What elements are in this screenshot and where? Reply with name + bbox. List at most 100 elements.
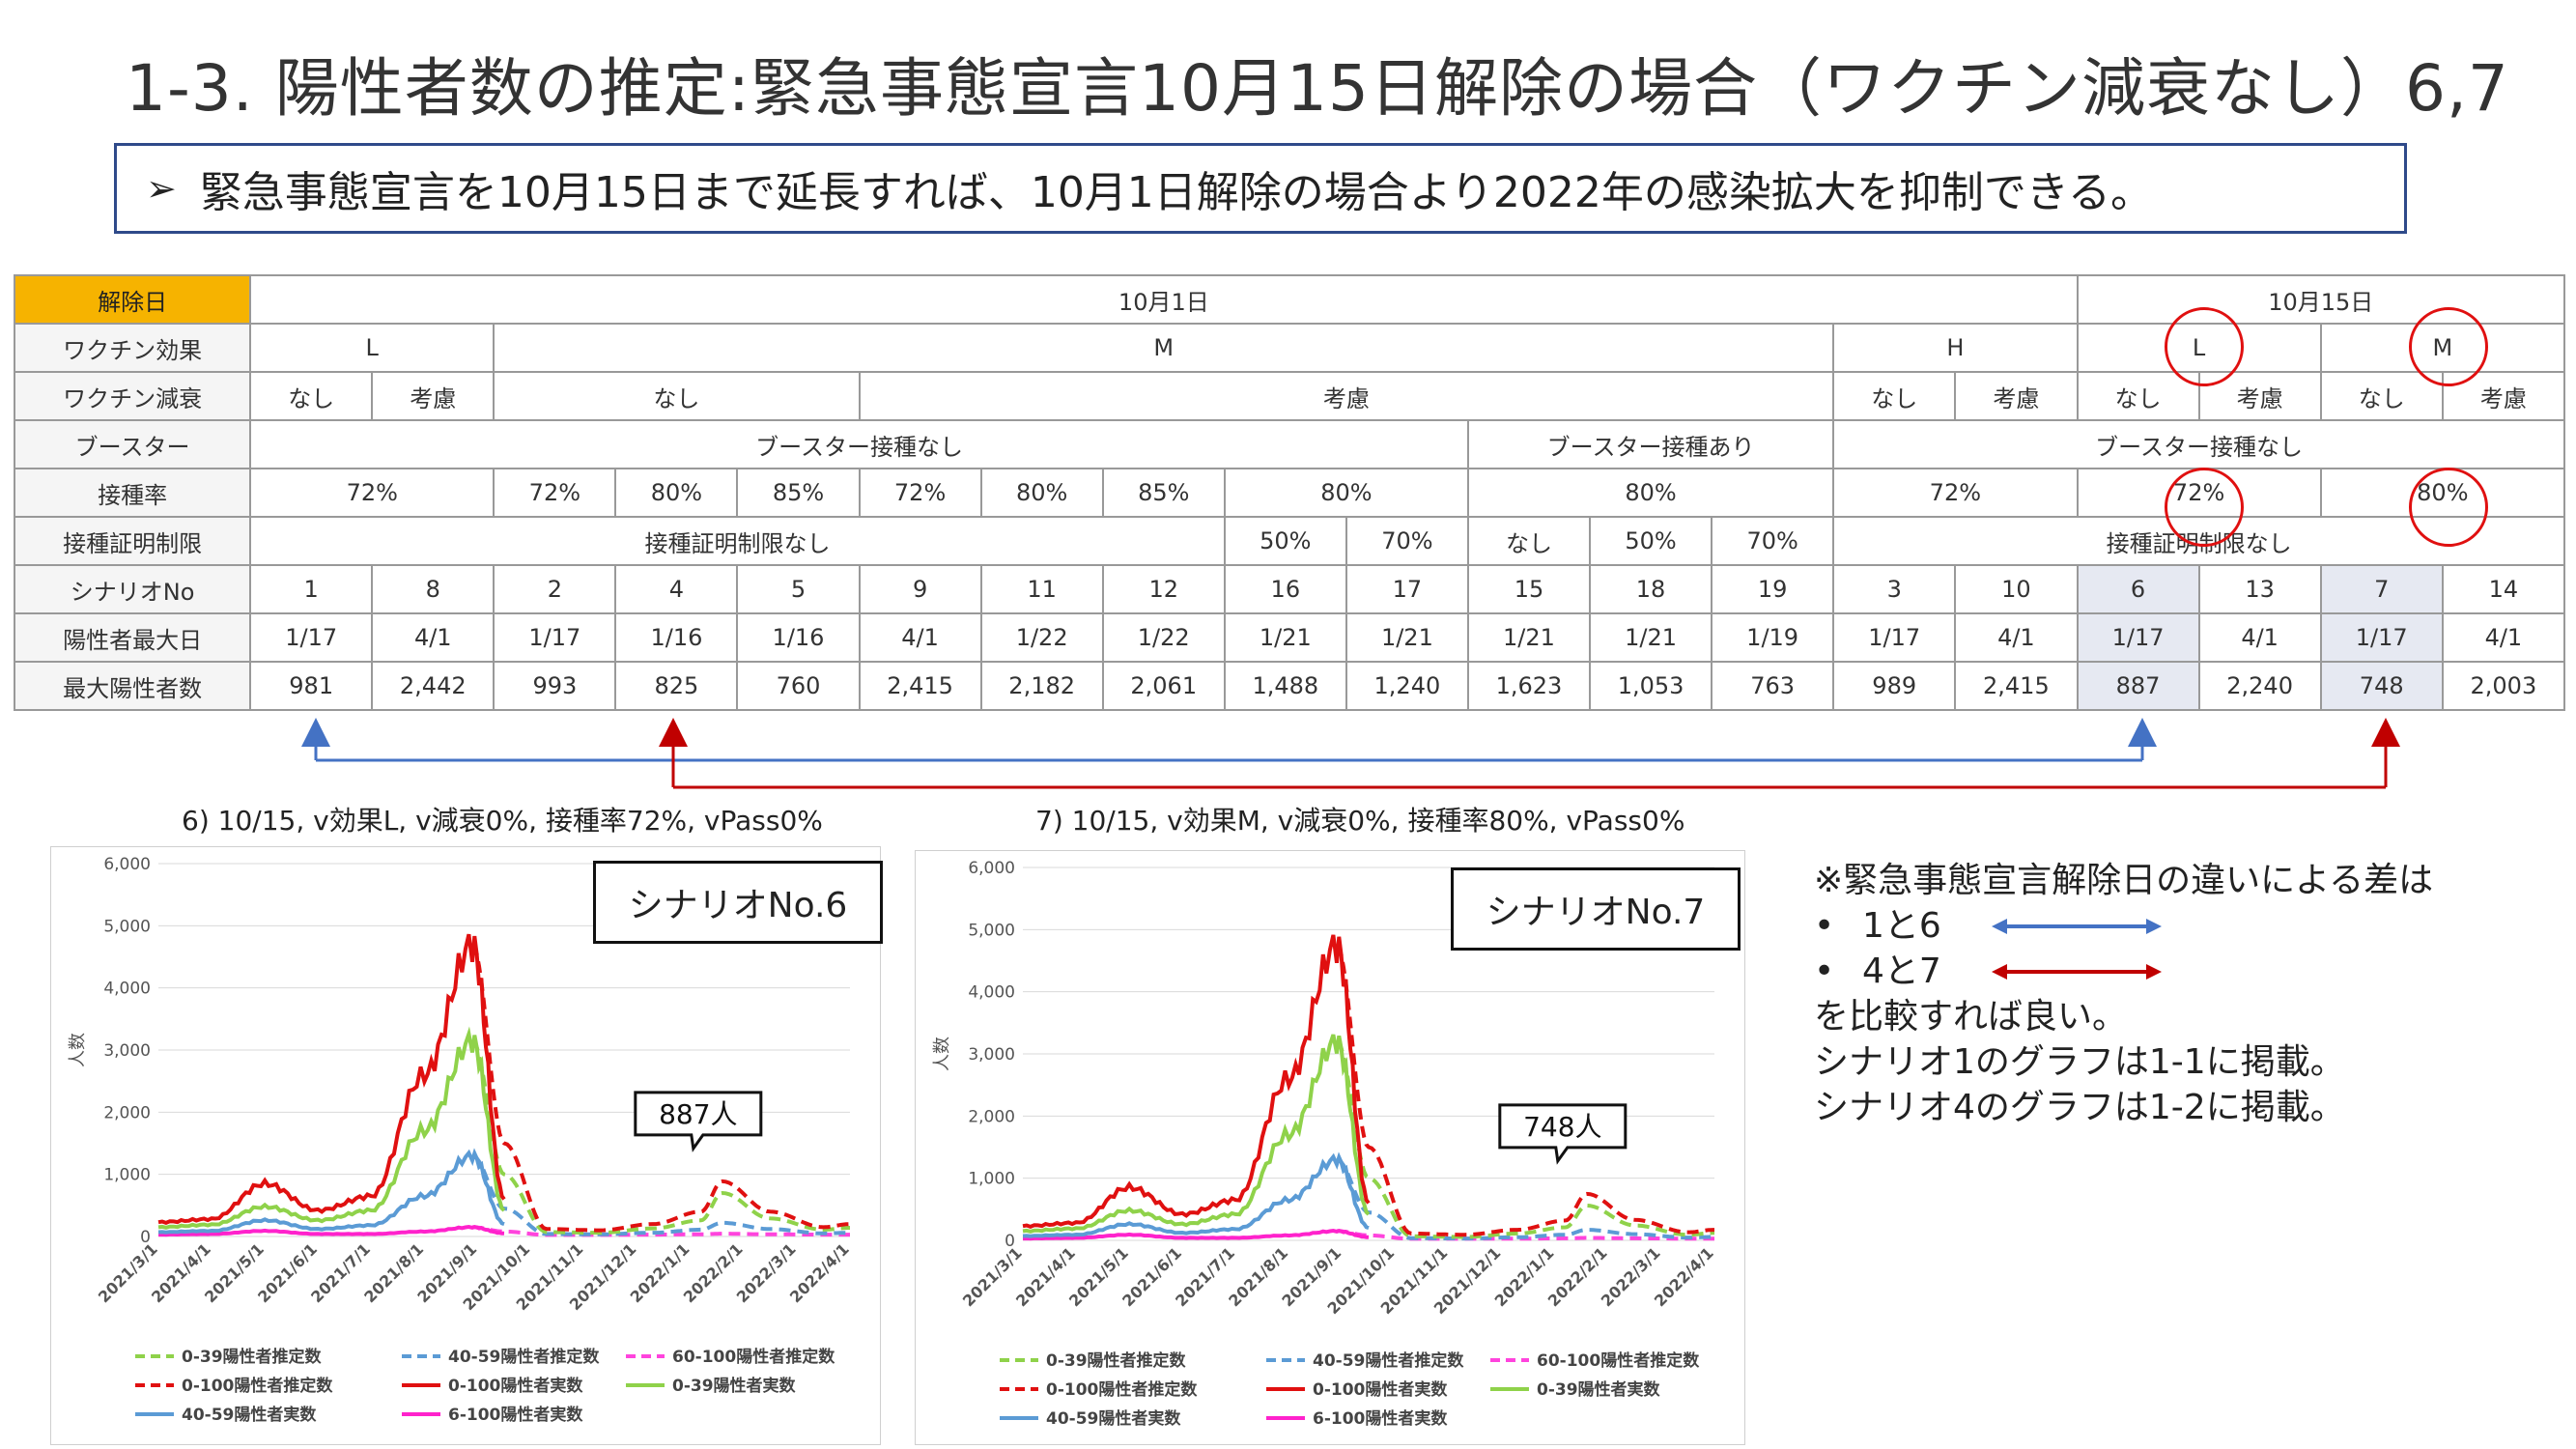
peak-cell: 763 (1711, 661, 1835, 711)
cell-waning: なし (2319, 371, 2444, 421)
y-tick-label: 4,000 (968, 983, 1015, 1003)
key-message-box: ➢ 緊急事態宣言を10月15日まで延長すれば、10月1日解除の場合より2022年… (114, 143, 2407, 234)
key-message: 緊急事態宣言を10月15日まで延長すれば、10月1日解除の場合より2022年の感… (199, 168, 2154, 217)
highlight-circle (2165, 307, 2244, 386)
legend-label: 6-100陽性者実数 (1313, 1408, 1448, 1429)
cell-passport: 接種証明制限なし (249, 516, 1226, 566)
comparison-note: ※緊急事態宣言解除日の違いによる差は • 1と6 • 4と7 を比較すれば良い。… (1814, 858, 2433, 1130)
y-axis-label: 人数 (932, 1037, 952, 1071)
peak-cell: 748 (2319, 661, 2444, 711)
peak-cell: 989 (1832, 661, 1957, 711)
y-tick-label: 1,000 (968, 1170, 1015, 1189)
cell-waning: なし (493, 371, 861, 421)
cell-release-oct1: 10月1日 (249, 274, 2079, 325)
peak-cell: 981 (249, 661, 374, 711)
legend-label: 6-100陽性者実数 (448, 1405, 583, 1425)
callout-box (634, 1091, 763, 1152)
chart-caption: 6) 10/15, v効果L, v減衰0%, 接種率72%, vPass0% (182, 805, 823, 837)
scenario-cell: 5 (736, 564, 861, 614)
legend-label: 40-59陽性者推定数 (448, 1347, 600, 1367)
series-actual-0-39 (157, 1026, 506, 1230)
chart-scenario-6: 6,0005,0004,0003,0002,0001,0000人数2021/3/… (68, 855, 853, 1425)
scenario-cell: 2 (493, 564, 617, 614)
series-est-60-100 (472, 1225, 850, 1237)
header-scenario: シナリオNo (13, 564, 252, 614)
cell-rate: 72% (858, 468, 982, 518)
series-est-40-59 (1336, 1157, 1714, 1241)
legend-label: 0-39陽性者実数 (1537, 1379, 1661, 1400)
peak_day-cell: 1/17 (2319, 612, 2444, 663)
y-tick-label: 0 (1005, 1232, 1015, 1251)
page-title: 1-3. 陽性者数の推定:緊急事態宣言10月15日解除の場合（ワクチン減衰なし）… (126, 51, 2509, 126)
cell-booster: ブースター接種なし (249, 419, 1469, 469)
scenario-cell: 8 (371, 564, 495, 614)
peak-cell: 2,442 (371, 661, 495, 711)
cell-passport: 50% (1589, 516, 1713, 566)
note-line: シナリオ4のグラフは1-2に掲載。 (1814, 1088, 2345, 1127)
header-rate: 接種率 (13, 468, 252, 518)
cell-efficacy: H (1832, 323, 2079, 373)
red-double-arrow-icon (1992, 963, 2162, 980)
cell-rate: 80% (1466, 468, 1835, 518)
cell-waning: なし (249, 371, 374, 421)
peak-cell: 1,488 (1223, 661, 1347, 711)
peak_day-cell: 4/1 (2197, 612, 2322, 663)
legend-label: 0-100陽性者実数 (1313, 1379, 1448, 1400)
scenario-cell: 6 (2076, 564, 2200, 614)
peak_day-cell: 1/16 (614, 612, 739, 663)
scenario-label-box: シナリオNo.6 (593, 861, 883, 944)
peak_day-cell: 1/19 (1711, 612, 1835, 663)
legend-label: 0-39陽性者推定数 (1046, 1350, 1187, 1371)
scenario-cell: 10 (1954, 564, 2079, 614)
y-tick-label: 3,000 (103, 1041, 151, 1061)
scenario-cell: 3 (1832, 564, 1957, 614)
peak_day-cell: 4/1 (371, 612, 495, 663)
note-item-label: 4と7 (1862, 952, 1941, 991)
peak_day-cell: 1/17 (1832, 612, 1957, 663)
blue-double-arrow-icon (1992, 918, 2162, 934)
scenario-cell: 16 (1223, 564, 1347, 614)
y-tick-label: 2,000 (968, 1107, 1015, 1126)
row-release: 解除日 10月1日 10月15日 (13, 274, 2566, 325)
row-waning: ワクチン減衰 なし 考慮 なし 考慮 なし 考慮 なし 考慮 なし 考慮 (13, 371, 2566, 421)
cell-efficacy: L (249, 323, 495, 373)
arrow-bullet-icon: ➢ (146, 167, 177, 210)
scenario-cell: 4 (614, 564, 739, 614)
row-peak-day: 陽性者最大日 1/17 4/1 1/17 1/16 1/16 4/1 1/22 1/22 1/2… (13, 612, 2566, 663)
peak_day-cell: 1/22 (1101, 612, 1226, 663)
peak_day-cell: 1/21 (1589, 612, 1713, 663)
cell-booster: ブースター接種なし (1832, 419, 2565, 469)
cell-waning: なし (2076, 371, 2200, 421)
y-tick-label: 5,000 (103, 917, 151, 936)
peak_day-cell: 1/21 (1345, 612, 1469, 663)
peak_day-cell: 4/1 (858, 612, 982, 663)
cell-waning: 考慮 (371, 371, 495, 421)
peak-cell: 2,003 (2441, 661, 2566, 711)
note-line: ※緊急事態宣言解除日の違いによる差は (1814, 861, 2434, 900)
peak-cell: 1,053 (1589, 661, 1713, 711)
highlight-circle (2409, 468, 2488, 547)
cell-passport: 50% (1223, 516, 1347, 566)
y-tick-label: 2,000 (103, 1103, 151, 1122)
y-tick-label: 0 (140, 1228, 151, 1247)
connector-4-7 (659, 718, 2400, 789)
bullet: • (1814, 906, 1835, 946)
y-axis-label: 人数 (68, 1033, 88, 1067)
series-actual-0-100 (157, 933, 506, 1226)
y-tick-label: 5,000 (968, 921, 1015, 940)
scenario-cell: 18 (1589, 564, 1713, 614)
peak_day-cell: 1/22 (979, 612, 1104, 663)
cell-rate: 80% (1223, 468, 1469, 518)
note-line: を比較すれば良い。 (1814, 997, 2128, 1037)
peak_day-cell: 1/21 (1466, 612, 1592, 663)
peak-cell: 1,623 (1466, 661, 1592, 711)
y-tick-label: 4,000 (103, 980, 151, 999)
scenario-label-box: シナリオNo.7 (1451, 867, 1741, 951)
y-tick-label: 6,000 (968, 859, 1015, 878)
series-actual-40-59 (1022, 1151, 1370, 1238)
cell-rate: 85% (1101, 468, 1226, 518)
peak_day-cell: 1/17 (493, 612, 617, 663)
chart-scenario-7: 6,0005,0004,0003,0002,0001,0000人数2021/3/… (932, 859, 1717, 1429)
peak_day-cell: 1/17 (249, 612, 374, 663)
connector-1-6 (301, 718, 2157, 762)
